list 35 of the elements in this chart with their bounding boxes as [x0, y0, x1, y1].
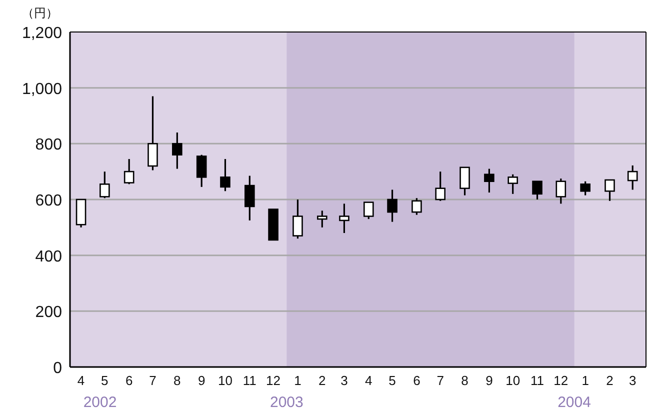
- x-tick-label: 6: [125, 373, 133, 388]
- x-tick-label: 5: [101, 373, 108, 388]
- x-tick-label: 9: [198, 373, 206, 388]
- x-tick-label: 10: [218, 373, 232, 388]
- x-tick-label: 11: [530, 373, 544, 388]
- y-tick-label: 1,200: [22, 25, 62, 42]
- x-tick-label: 1: [294, 373, 302, 388]
- x-tick-label: 7: [436, 373, 444, 388]
- text: 2002: [83, 394, 117, 411]
- y-tick-label: 600: [35, 192, 62, 210]
- x-tick-label: 2: [318, 373, 326, 388]
- x-tick-label: 6: [413, 373, 420, 388]
- x-tick-label: 1: [582, 373, 589, 388]
- x-tick-label: 5: [388, 373, 396, 388]
- x-tick-label: 4: [77, 373, 85, 388]
- x-tick-label: 4: [365, 373, 372, 388]
- x-tick-label: 3: [628, 373, 636, 388]
- text: 2004: [558, 394, 591, 411]
- y-axis-title: （円）: [22, 6, 58, 20]
- x-tick-label: 3: [340, 373, 348, 388]
- x-tick-label: 7: [149, 373, 156, 388]
- x-tick-label: 12: [554, 373, 568, 388]
- x-tick-label: 8: [174, 373, 181, 388]
- y-tick-label: 200: [35, 304, 62, 322]
- y-tick-label: 400: [35, 248, 62, 266]
- x-tick-label: 2: [606, 373, 614, 388]
- x-tick-label: 8: [461, 373, 468, 388]
- x-tick-label: 10: [506, 373, 520, 388]
- x-tick-label: 11: [242, 373, 256, 388]
- x-tick-label: 9: [486, 373, 493, 388]
- y-tick-label: 0: [53, 360, 62, 377]
- y-tick-label: 800: [35, 136, 62, 154]
- y-tick-label: 1,000: [22, 80, 62, 98]
- text: 2003: [270, 394, 304, 411]
- x-tick-label: 12: [266, 373, 281, 388]
